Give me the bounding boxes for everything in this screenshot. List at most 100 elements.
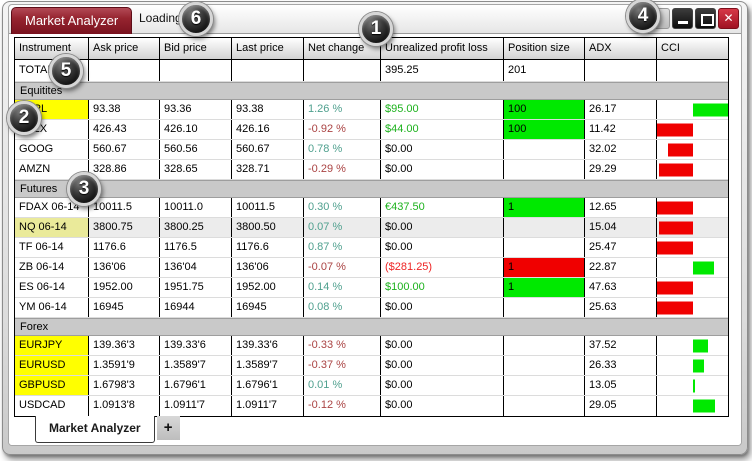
cell-unrealized-pl[interactable]: $95.00 (381, 100, 504, 119)
cell-instrument[interactable]: ES 06-14 (15, 278, 89, 297)
cell-position-size[interactable]: 1 (504, 278, 585, 297)
column-header-ask-price[interactable]: Ask price (89, 38, 160, 59)
cell-cci[interactable] (657, 396, 728, 416)
column-header-bid-price[interactable]: Bid price (160, 38, 232, 59)
table-row-amzn[interactable]: AMZN 328.86 328.65 328.71 -0.29 % $0.00 29.29 (15, 160, 728, 180)
table-row-eurusd[interactable]: EURUSD 1.3591'9 1.3589'7 1.3589'7 -0.37 % $0.… (15, 356, 728, 376)
total-row[interactable]: TOTAL 395.25 201 (15, 60, 728, 82)
cell-position-size[interactable]: 1 (504, 258, 585, 277)
cell-instrument[interactable]: AMZN (15, 160, 89, 179)
cell-cci[interactable] (657, 376, 728, 395)
cell-unrealized-pl[interactable]: $0.00 (381, 160, 504, 179)
cell-position-size[interactable]: 201 (504, 60, 585, 81)
column-header-instrument[interactable]: Instrument (15, 38, 89, 59)
table-row-es-06-14[interactable]: ES 06-14 1952.00 1951.75 1952.00 0.14 % $100.… (15, 278, 728, 298)
cell-instrument[interactable]: FDAX 06-14 (15, 198, 89, 217)
cell-net-change[interactable]: -0.12 % (304, 396, 381, 416)
cell-bid-price[interactable]: 136'04 (160, 258, 232, 277)
cell-instrument[interactable]: GOOG (15, 140, 89, 159)
cell-bid[interactable] (160, 60, 232, 81)
cell-cci[interactable] (657, 60, 728, 81)
cell-adx[interactable]: 37.52 (585, 336, 657, 355)
cell-total-label[interactable]: TOTAL (15, 60, 89, 81)
cell-last[interactable] (232, 60, 304, 81)
cell-unrealized-pl[interactable]: $0.00 (381, 396, 504, 416)
cell-unrealized-pl[interactable]: $0.00 (381, 140, 504, 159)
cell-ask-price[interactable]: 426.43 (89, 120, 160, 139)
cell-net-change[interactable]: -0.29 % (304, 160, 381, 179)
table-row-zb-06-14[interactable]: ZB 06-14 136'06 136'04 136'06 -0.07 % ($281.2… (15, 258, 728, 278)
cell-cci[interactable] (657, 298, 728, 317)
cell-adx[interactable]: 13.05 (585, 376, 657, 395)
cell-unrealized-pl[interactable]: $0.00 (381, 336, 504, 355)
add-tab-button[interactable]: + (156, 416, 180, 440)
cell-net-change[interactable]: 0.07 % (304, 218, 381, 237)
cell-cci[interactable] (657, 238, 728, 257)
cell-position-size[interactable] (504, 298, 585, 317)
cell-cci[interactable] (657, 198, 728, 217)
cell-ask-price[interactable]: 93.38 (89, 100, 160, 119)
cell-net-change[interactable]: 0.87 % (304, 238, 381, 257)
cell-adx[interactable]: 11.42 (585, 120, 657, 139)
cell-unrealized-pl[interactable]: $0.00 (381, 356, 504, 375)
cell-cci[interactable] (657, 336, 728, 355)
cell-position-size[interactable] (504, 376, 585, 395)
tab-market-analyzer[interactable]: Market Analyzer (35, 416, 155, 443)
cell-net-change[interactable]: -0.07 % (304, 258, 381, 277)
cell-position-size[interactable] (504, 218, 585, 237)
cell-cci[interactable] (657, 258, 728, 277)
cell-position-size[interactable]: 1 (504, 198, 585, 217)
cell-adx[interactable]: 29.05 (585, 396, 657, 416)
cell-unrealized-pl[interactable]: 395.25 (381, 60, 504, 81)
cell-net-change[interactable]: 0.30 % (304, 198, 381, 217)
column-header-unrealized-profit-loss[interactable]: Unrealized profit loss (381, 38, 504, 59)
cell-last-price[interactable]: 1.3589'7 (232, 356, 304, 375)
maximize-button[interactable] (695, 8, 716, 29)
cell-position-size[interactable]: 100 (504, 120, 585, 139)
cell-position-size[interactable] (504, 396, 585, 416)
cell-last-price[interactable]: 10011.5 (232, 198, 304, 217)
group-row-forex[interactable]: Forex (15, 318, 728, 336)
cell-unrealized-pl[interactable]: €437.50 (381, 198, 504, 217)
cell-instrument[interactable]: EURUSD (15, 356, 89, 375)
cell-net-change[interactable]: 0.01 % (304, 376, 381, 395)
cell-adx[interactable]: 25.47 (585, 238, 657, 257)
cell-bid-price[interactable]: 1176.5 (160, 238, 232, 257)
cell-cci[interactable] (657, 356, 728, 375)
cell-last-price[interactable]: 1176.6 (232, 238, 304, 257)
close-button[interactable]: ✕ (718, 8, 739, 29)
cell-last-price[interactable]: 1952.00 (232, 278, 304, 297)
cell-ask-price[interactable]: 1952.00 (89, 278, 160, 297)
cell-bid-price[interactable]: 16944 (160, 298, 232, 317)
cell-ask-price[interactable]: 1.0913'8 (89, 396, 160, 416)
cell-cci[interactable] (657, 120, 728, 139)
cell-position-size[interactable] (504, 238, 585, 257)
cell-last-price[interactable]: 3800.50 (232, 218, 304, 237)
cell-adx[interactable]: 22.87 (585, 258, 657, 277)
cell-bid-price[interactable]: 1951.75 (160, 278, 232, 297)
cell-net-change[interactable]: 0.08 % (304, 298, 381, 317)
cell-last-price[interactable]: 16945 (232, 298, 304, 317)
cell-ask-price[interactable]: 136'06 (89, 258, 160, 277)
cell-cci[interactable] (657, 278, 728, 297)
cell-bid-price[interactable]: 93.36 (160, 100, 232, 119)
cell-bid-price[interactable]: 1.0911'7 (160, 396, 232, 416)
cell-ask-price[interactable]: 328.86 (89, 160, 160, 179)
cell-last-price[interactable]: 328.71 (232, 160, 304, 179)
cell-bid-price[interactable]: 10011.0 (160, 198, 232, 217)
table-row-goog[interactable]: GOOG 560.67 560.56 560.67 0.78 % $0.00 32.02 (15, 140, 728, 160)
cell-ask-price[interactable]: 139.36'3 (89, 336, 160, 355)
cell-last-price[interactable]: 1.6796'1 (232, 376, 304, 395)
cell-adx[interactable]: 26.17 (585, 100, 657, 119)
cell-adx[interactable]: 15.04 (585, 218, 657, 237)
cell-bid-price[interactable]: 426.10 (160, 120, 232, 139)
column-header-net-change[interactable]: Net change (304, 38, 381, 59)
table-row-nq-06-14[interactable]: NQ 06-14 3800.75 3800.25 3800.50 0.07 % $0.00… (15, 218, 728, 238)
cell-instrument[interactable]: TF 06-14 (15, 238, 89, 257)
group-row-equitites[interactable]: Equitites (15, 82, 728, 100)
cell-net-change[interactable]: 0.78 % (304, 140, 381, 159)
cell-position-size[interactable] (504, 140, 585, 159)
cell-ask-price[interactable]: 1176.6 (89, 238, 160, 257)
